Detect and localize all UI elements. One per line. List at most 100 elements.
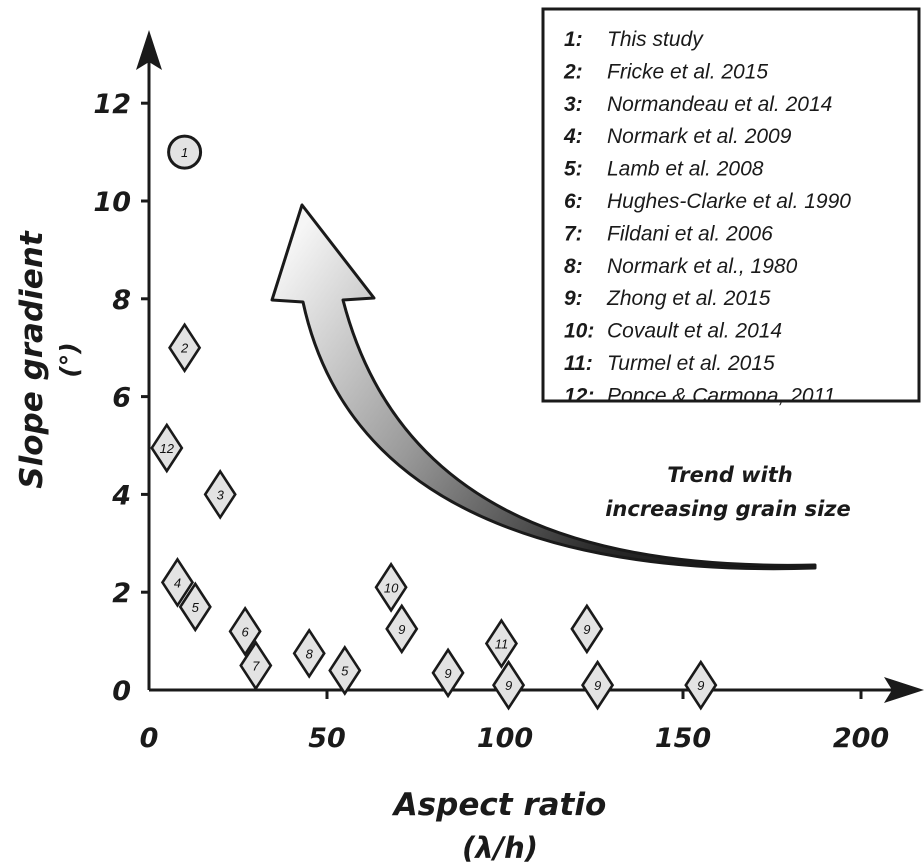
x-tick-label: 100 <box>477 723 533 754</box>
legend-entry: 3: Normandeau et al. 2014 <box>564 93 832 116</box>
data-point: 9 <box>492 659 526 711</box>
legend-entry: 10: Covault et al. 2014 <box>564 320 782 343</box>
data-point: 5 <box>178 581 212 633</box>
legend-entry-reference: Ponce & Carmona, 2011 <box>607 384 835 407</box>
legend-entry-number: 1: <box>564 28 583 51</box>
legend-entry-reference: Fricke et al. 2015 <box>607 60 768 83</box>
y-tick-label: 2 <box>112 578 131 609</box>
legend-entry-reference: Normandeau et al. 2014 <box>607 93 832 116</box>
diamond-marker <box>570 603 604 655</box>
x-axis <box>149 677 924 703</box>
legend-entry-reference: Turmel et al. 2015 <box>607 352 775 375</box>
data-point-label: 9 <box>505 678 512 693</box>
diamond-marker <box>150 422 184 474</box>
y-axis-title: Slope gradient <box>14 230 50 489</box>
legend-entry-reference: Zhong et al. 2015 <box>606 287 771 310</box>
y-axis-label: Slope gradient (°) <box>14 230 84 489</box>
diamond-marker <box>168 322 202 374</box>
legend-entry: 8: Normark et al., 1980 <box>564 255 798 278</box>
data-point-label: 9 <box>444 666 451 681</box>
legend-entry-number: 5: <box>564 158 583 181</box>
legend-entry-number: 11: <box>564 352 593 375</box>
data-point-label: 3 <box>217 487 225 502</box>
y-axis-unit: (°) <box>55 342 84 377</box>
diamond-marker <box>160 557 195 608</box>
legend-entry: 2: Fricke et al. 2015 <box>563 60 768 83</box>
data-point-label: 5 <box>192 600 200 615</box>
diamond-marker <box>328 645 362 696</box>
data-point-label: 7 <box>252 659 260 674</box>
legend-entry-number: 4: <box>563 125 583 148</box>
legend-entry-reference: Fildani et al. 2006 <box>607 222 773 245</box>
legend-entry: 9: Zhong et al. 2015 <box>564 287 771 310</box>
data-point: 3 <box>203 469 237 520</box>
diamond-marker <box>203 469 237 520</box>
diamond-marker <box>581 659 615 711</box>
diamond-marker <box>228 605 262 657</box>
legend-entries: 1: This study 2: Fricke et al. 2015 3: Norman… <box>563 28 851 407</box>
trend-annotation: Trend with increasing grain size <box>605 463 851 521</box>
legend-entry-number: 12: <box>564 384 594 407</box>
legend-entry: 6: Hughes-Clarke et al. 1990 <box>564 190 851 213</box>
y-tick-label: 10 <box>93 187 131 218</box>
x-ticks: 0 50 100 150 200 <box>140 690 889 754</box>
legend-entry-number: 3: <box>564 93 583 116</box>
y-tick-label: 12 <box>93 89 131 120</box>
legend-entry: 4: Normark et al. 2009 <box>563 125 792 148</box>
legend-entry: 5: Lamb et al. 2008 <box>564 158 764 181</box>
legend-entry: 12: Ponce & Carmona, 2011 <box>564 384 835 407</box>
x-tick-label: 0 <box>140 723 159 754</box>
diamond-marker <box>374 561 408 613</box>
data-point: 1 <box>167 134 203 170</box>
data-point: 5 <box>328 645 362 696</box>
data-point: 7 <box>239 640 273 691</box>
legend-entry: 11: Turmel et al. 2015 <box>564 352 775 375</box>
circle-marker <box>167 134 203 170</box>
data-point-label: 2 <box>180 341 189 356</box>
diamond-marker <box>292 627 326 679</box>
data-point-label: 1 <box>181 145 188 160</box>
legend-entry-number: 8: <box>564 255 583 278</box>
data-point: 9 <box>581 659 615 711</box>
data-point-label: 4 <box>174 575 181 590</box>
data-point: 9 <box>385 603 419 655</box>
legend-entry-reference: Normark et al. 2009 <box>607 125 792 148</box>
diamond-marker <box>385 603 419 655</box>
y-axis <box>136 30 162 690</box>
x-tick-label: 50 <box>308 723 346 754</box>
data-point-label: 9 <box>697 678 704 693</box>
legend-entry-number: 10: <box>564 320 594 343</box>
legend-entry-number: 7: <box>564 222 583 245</box>
data-point: 6 <box>228 605 262 657</box>
legend-entry-reference: Lamb et al. 2008 <box>607 158 764 181</box>
data-point-label: 9 <box>398 622 405 637</box>
data-point-label: 8 <box>306 646 314 661</box>
diamond-marker <box>492 659 526 711</box>
x-axis-unit: (λ/h) <box>462 831 538 865</box>
data-point: 9 <box>431 647 465 699</box>
data-point-label: 10 <box>384 580 399 595</box>
legend-box <box>541 7 921 403</box>
legend-entry-number: 2: <box>563 60 583 83</box>
data-point-label: 9 <box>583 622 590 637</box>
y-tick-label: 6 <box>112 383 131 414</box>
legend-entry: 7: Fildani et al. 2006 <box>564 222 773 245</box>
y-ticks: 0 2 4 6 8 10 12 <box>93 89 149 707</box>
y-tick-label: 0 <box>112 676 131 707</box>
diamond-marker <box>431 647 465 699</box>
data-point-label: 9 <box>594 678 601 693</box>
diamond-marker <box>684 659 718 711</box>
trend-annotation-line2: increasing grain size <box>605 497 851 521</box>
legend-entry-reference: Covault et al. 2014 <box>607 320 782 343</box>
y-tick-label: 4 <box>111 480 131 511</box>
legend: 1: This study 2: Fricke et al. 2015 3: Norman… <box>541 7 921 407</box>
x-axis-title: Aspect ratio <box>391 787 607 823</box>
data-point-label: 6 <box>242 624 250 639</box>
x-tick-label: 150 <box>655 723 711 754</box>
legend-entry: 1: This study <box>564 28 704 51</box>
legend-entry-number: 9: <box>564 287 583 310</box>
diamond-marker <box>178 581 212 633</box>
x-axis-arrowhead <box>884 677 924 703</box>
